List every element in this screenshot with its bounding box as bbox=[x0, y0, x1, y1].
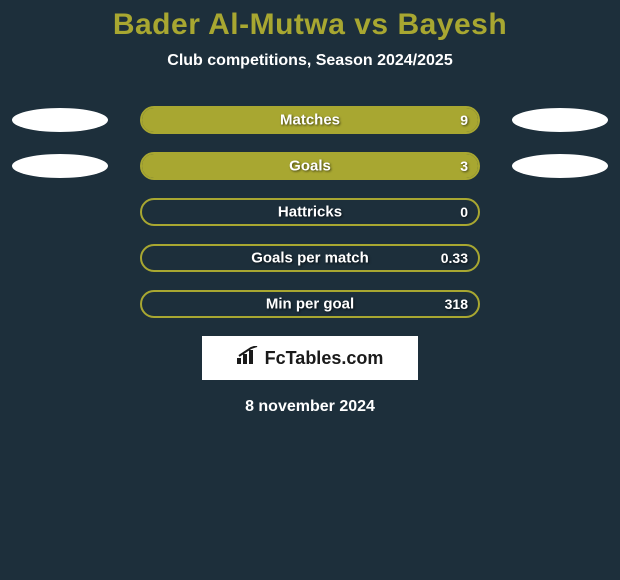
bar-label: Matches bbox=[142, 112, 478, 129]
bar-matches: Matches 9 bbox=[140, 106, 480, 134]
bar-value: 318 bbox=[445, 296, 468, 312]
bar-goals-per-match: Goals per match 0.33 bbox=[140, 244, 480, 272]
player-right-marker bbox=[512, 154, 608, 178]
stat-row-goals: Goals 3 bbox=[0, 152, 620, 180]
page-title: Bader Al-Mutwa vs Bayesh bbox=[0, 0, 620, 42]
stats-chart: Matches 9 Goals 3 Hattricks 0 bbox=[0, 106, 620, 318]
bar-min-per-goal: Min per goal 318 bbox=[140, 290, 480, 318]
stat-row-goals-per-match: Goals per match 0.33 bbox=[0, 244, 620, 272]
bar-value: 0.33 bbox=[441, 250, 468, 266]
bar-label: Goals per match bbox=[142, 250, 478, 267]
date-text: 8 november 2024 bbox=[0, 398, 620, 416]
player-left-marker bbox=[12, 154, 108, 178]
bar-label: Min per goal bbox=[142, 296, 478, 313]
bar-value: 3 bbox=[460, 158, 468, 174]
player-right-marker bbox=[512, 108, 608, 132]
stat-row-matches: Matches 9 bbox=[0, 106, 620, 134]
stat-row-min-per-goal: Min per goal 318 bbox=[0, 290, 620, 318]
bar-hattricks: Hattricks 0 bbox=[140, 198, 480, 226]
comparison-card: Bader Al-Mutwa vs Bayesh Club competitio… bbox=[0, 0, 620, 580]
source-logo[interactable]: FcTables.com bbox=[202, 336, 418, 380]
bar-goals: Goals 3 bbox=[140, 152, 480, 180]
logo-text: FcTables.com bbox=[265, 348, 384, 369]
player-left-marker bbox=[12, 108, 108, 132]
bar-chart-icon bbox=[237, 346, 259, 371]
bar-value: 9 bbox=[460, 112, 468, 128]
subtitle: Club competitions, Season 2024/2025 bbox=[0, 52, 620, 70]
bar-label: Goals bbox=[142, 158, 478, 175]
bar-label: Hattricks bbox=[142, 204, 478, 221]
stat-row-hattricks: Hattricks 0 bbox=[0, 198, 620, 226]
bar-value: 0 bbox=[460, 204, 468, 220]
